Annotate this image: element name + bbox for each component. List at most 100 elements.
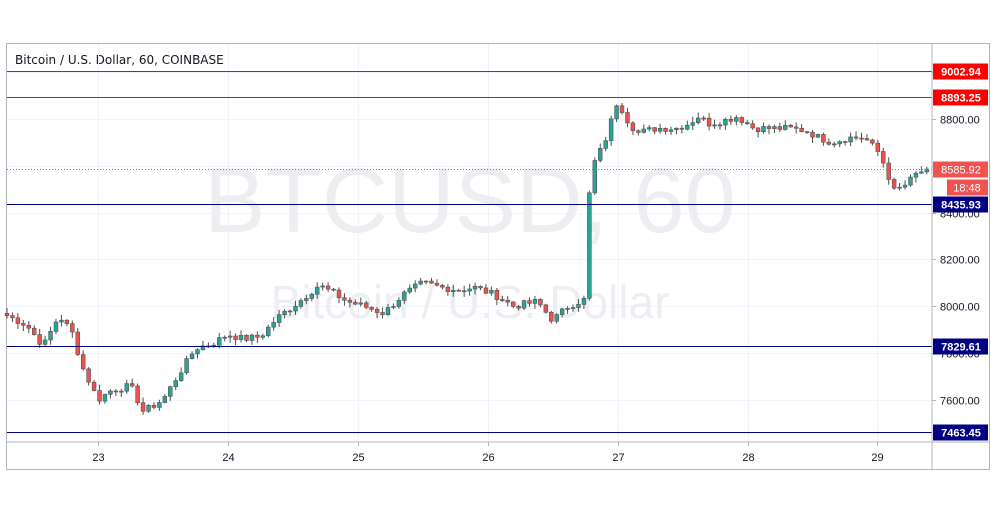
candle-down bbox=[4, 313, 10, 316]
time-axis[interactable]: 23 24 25 26 27 28 29 bbox=[7, 441, 989, 464]
candle-down bbox=[755, 127, 761, 133]
candle-up bbox=[472, 286, 478, 290]
candle-down bbox=[538, 299, 543, 306]
candle-up bbox=[238, 334, 244, 340]
candle-down bbox=[369, 306, 374, 310]
candle-down bbox=[80, 354, 86, 370]
candle-up bbox=[913, 172, 919, 178]
candle-down bbox=[364, 302, 369, 308]
candle-down bbox=[799, 127, 804, 132]
candle-down bbox=[129, 383, 135, 387]
time-tick-label: 27 bbox=[612, 452, 624, 464]
candle-down bbox=[505, 300, 510, 303]
candle-down bbox=[870, 139, 875, 144]
candle-up bbox=[685, 124, 690, 130]
candle-up bbox=[266, 326, 271, 337]
candle-up bbox=[521, 300, 527, 309]
level-label: 7829.61 bbox=[941, 342, 981, 354]
candle-up bbox=[298, 300, 304, 307]
candle-down bbox=[766, 126, 772, 129]
candle-down bbox=[859, 137, 864, 140]
candle-up bbox=[734, 117, 739, 122]
price-tick-label: 8800.00 bbox=[940, 115, 980, 127]
candle-up bbox=[668, 129, 674, 132]
candle-up bbox=[146, 405, 151, 412]
chart-title: Bitcoin / U.S. Dollar, 60, COINBASE bbox=[15, 53, 224, 67]
candle-up bbox=[315, 286, 320, 295]
candle-up bbox=[848, 136, 853, 143]
candle-up bbox=[565, 308, 570, 310]
candle-down bbox=[434, 282, 440, 286]
candle-down bbox=[15, 317, 21, 324]
candle-down bbox=[750, 123, 755, 129]
candle-up bbox=[222, 336, 227, 339]
candle-up bbox=[276, 314, 282, 323]
candle-down bbox=[886, 162, 891, 180]
candle-up bbox=[59, 319, 64, 323]
candle-down bbox=[113, 390, 119, 393]
candle-down bbox=[739, 117, 744, 123]
candle-up bbox=[418, 280, 423, 285]
candle-up bbox=[467, 288, 472, 292]
candle-down bbox=[97, 390, 102, 402]
last-price-box bbox=[933, 161, 988, 178]
candle-down bbox=[543, 304, 549, 313]
countdown-label: 18:48 bbox=[953, 183, 981, 195]
grid-layer bbox=[7, 44, 932, 442]
candle-up bbox=[249, 334, 255, 341]
candle-up bbox=[412, 283, 418, 289]
time-tick-label: 26 bbox=[482, 452, 494, 464]
time-tick-label: 29 bbox=[871, 452, 883, 464]
last-price-label: 8585.92 bbox=[941, 165, 981, 177]
candle-up bbox=[761, 126, 766, 133]
candle-up bbox=[287, 310, 293, 313]
candle-down bbox=[255, 334, 260, 338]
candle-down bbox=[549, 311, 554, 322]
candle-up bbox=[832, 143, 837, 146]
candle-down bbox=[793, 126, 799, 129]
candle-up bbox=[53, 321, 59, 332]
candle-down bbox=[527, 300, 532, 304]
candle-up bbox=[581, 297, 587, 305]
candle-down bbox=[625, 112, 630, 124]
candle-up bbox=[304, 298, 309, 301]
level-layer bbox=[7, 71, 932, 433]
candle-down bbox=[456, 289, 461, 292]
candle-up bbox=[690, 122, 695, 126]
candle-up bbox=[184, 358, 189, 374]
candle-up bbox=[598, 148, 603, 161]
candle-up bbox=[647, 127, 652, 130]
candle-up bbox=[293, 306, 298, 312]
candle-up bbox=[124, 383, 129, 392]
candle-up bbox=[195, 349, 200, 355]
candle-up bbox=[48, 331, 53, 341]
candle-up bbox=[554, 314, 559, 322]
candle-down bbox=[86, 368, 91, 383]
price-axis[interactable]: 7600.007800.008000.008200.008400.008600.… bbox=[931, 44, 980, 469]
candle-down bbox=[478, 286, 483, 289]
candle-down bbox=[510, 301, 516, 307]
candle-down bbox=[91, 381, 97, 391]
candle-down bbox=[701, 117, 706, 120]
candle-down bbox=[500, 299, 505, 301]
candle-down bbox=[744, 122, 750, 125]
watermark-layer: BTCUSD, 60 Bitcoin / U.S. Dollar bbox=[204, 150, 736, 328]
candle-up bbox=[837, 141, 842, 145]
level-label-box bbox=[933, 196, 988, 213]
time-tick-label: 23 bbox=[92, 452, 104, 464]
level-label-box bbox=[933, 424, 988, 441]
candle-up bbox=[587, 192, 592, 299]
candle-down bbox=[135, 385, 140, 404]
candle-up bbox=[309, 293, 314, 299]
candle-up bbox=[320, 285, 325, 288]
candle-down bbox=[821, 134, 826, 143]
candle-up bbox=[674, 127, 679, 131]
candle-up bbox=[815, 134, 821, 138]
price-tick-label: 7600.00 bbox=[940, 396, 980, 408]
candle-down bbox=[516, 306, 521, 309]
candle-up bbox=[772, 126, 777, 129]
candle-down bbox=[353, 301, 358, 305]
level-label-box bbox=[933, 63, 988, 80]
candle-up bbox=[227, 335, 233, 338]
